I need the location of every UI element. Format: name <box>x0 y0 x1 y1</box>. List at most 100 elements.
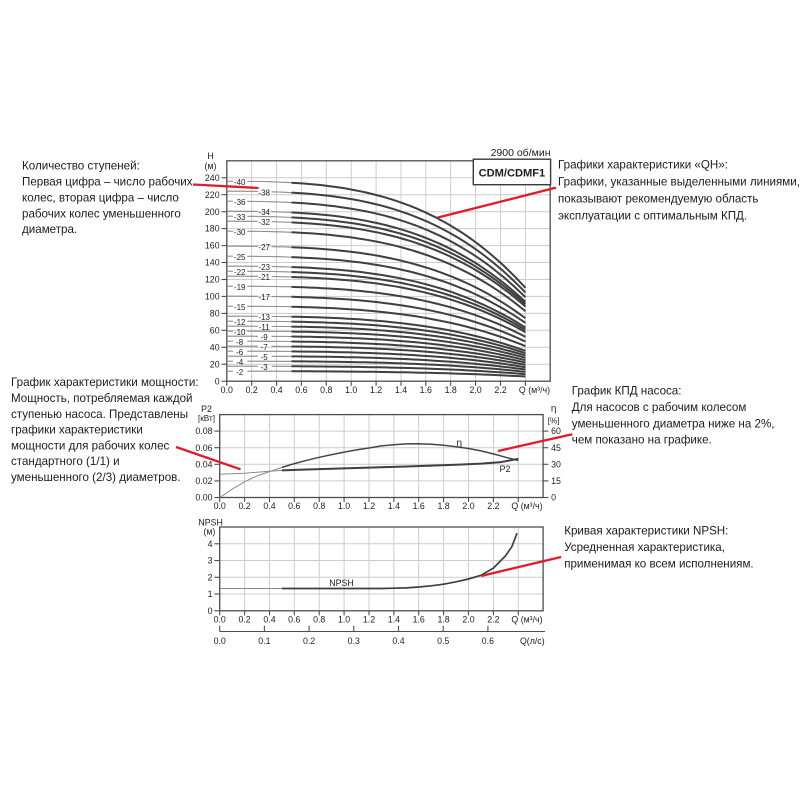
svg-text:0.4: 0.4 <box>270 385 282 395</box>
svg-text:Для насосов с рабочим колесом: Для насосов с рабочим колесом <box>572 401 747 414</box>
svg-text:Q (м³/ч): Q (м³/ч) <box>511 501 542 511</box>
svg-text:H: H <box>207 151 213 161</box>
svg-text:-3: -3 <box>261 363 269 372</box>
svg-text:60: 60 <box>210 325 220 335</box>
svg-text:1.8: 1.8 <box>437 615 449 625</box>
svg-text:1.8: 1.8 <box>445 385 457 395</box>
svg-text:40: 40 <box>210 342 220 352</box>
svg-text:-17: -17 <box>258 293 270 302</box>
svg-text:Мощность, потребляемая каждой: Мощность, потребляемая каждой <box>11 392 193 405</box>
svg-text:-30: -30 <box>234 228 246 237</box>
svg-text:2.0: 2.0 <box>469 385 481 395</box>
svg-text:0.4: 0.4 <box>263 615 275 625</box>
svg-text:эксплуатации с оптимальным КПД: эксплуатации с оптимальным КПД. <box>558 210 747 223</box>
svg-text:η: η <box>457 438 463 449</box>
svg-text:P2: P2 <box>201 404 212 414</box>
svg-text:2.2: 2.2 <box>494 385 506 395</box>
svg-text:1.0: 1.0 <box>338 615 350 625</box>
svg-text:График КПД насоса:: График КПД насоса: <box>572 385 682 398</box>
svg-text:0.0: 0.0 <box>214 501 226 511</box>
svg-text:80: 80 <box>210 309 220 319</box>
svg-text:-27: -27 <box>258 243 270 252</box>
svg-text:1.6: 1.6 <box>420 385 432 395</box>
svg-text:20: 20 <box>210 359 220 369</box>
svg-text:-22: -22 <box>234 268 246 277</box>
svg-text:(м): (м) <box>205 161 217 171</box>
svg-text:140: 140 <box>205 258 220 268</box>
svg-text:0.8: 0.8 <box>313 615 325 625</box>
svg-text:1.2: 1.2 <box>363 615 375 625</box>
svg-text:Первая цифра – число рабочих: Первая цифра – число рабочих <box>22 176 193 189</box>
svg-text:[%]: [%] <box>548 417 560 426</box>
svg-text:η: η <box>551 404 557 415</box>
svg-text:0.00: 0.00 <box>195 493 212 503</box>
svg-text:Количество ступеней:: Количество ступеней: <box>22 160 140 173</box>
svg-text:чем показано на графике.: чем показано на графике. <box>572 434 712 447</box>
svg-text:1.4: 1.4 <box>388 501 400 511</box>
svg-text:графики характеристики: графики характеристики <box>11 424 143 437</box>
svg-text:уменьшенного (2/3) диаметров.: уменьшенного (2/3) диаметров. <box>11 471 181 484</box>
svg-text:1.2: 1.2 <box>363 501 375 511</box>
svg-text:-25: -25 <box>234 253 246 262</box>
svg-text:0.04: 0.04 <box>195 459 212 469</box>
svg-text:-2: -2 <box>236 368 244 377</box>
svg-text:60: 60 <box>551 426 561 436</box>
svg-text:2.2: 2.2 <box>487 501 499 511</box>
svg-text:рабочих колес уменьшенного: рабочих колес уменьшенного <box>22 207 181 220</box>
svg-text:-15: -15 <box>234 303 246 312</box>
svg-text:0.2: 0.2 <box>238 615 250 625</box>
svg-text:1.6: 1.6 <box>413 615 425 625</box>
svg-text:0.0: 0.0 <box>214 636 226 646</box>
svg-text:180: 180 <box>205 224 220 234</box>
svg-text:120: 120 <box>205 275 220 285</box>
svg-text:-5: -5 <box>261 353 269 362</box>
svg-text:200: 200 <box>205 207 220 217</box>
svg-text:0.8: 0.8 <box>313 501 325 511</box>
svg-text:0.4: 0.4 <box>263 501 275 511</box>
svg-text:0.1: 0.1 <box>258 636 270 646</box>
svg-text:0.2: 0.2 <box>246 385 258 395</box>
svg-text:-8: -8 <box>236 338 244 347</box>
svg-text:15: 15 <box>551 476 561 486</box>
svg-text:100: 100 <box>205 292 220 302</box>
svg-text:1.2: 1.2 <box>370 385 382 395</box>
svg-text:уменьшенного диаметра ниже на: уменьшенного диаметра ниже на 2%, <box>572 417 775 430</box>
svg-text:диаметра.: диаметра. <box>22 223 77 236</box>
svg-text:показывают рекомендуемую облас: показывают рекомендуемую область <box>558 193 758 206</box>
svg-text:колес, вторая цифра – число: колес, вторая цифра – число <box>22 191 179 204</box>
svg-text:0.0: 0.0 <box>221 385 233 395</box>
svg-text:Q(л/с): Q(л/с) <box>520 636 545 646</box>
svg-text:-11: -11 <box>259 323 271 332</box>
svg-text:30: 30 <box>551 459 561 469</box>
svg-text:2900 об/мин: 2900 об/мин <box>491 147 551 159</box>
svg-text:-12: -12 <box>234 318 246 327</box>
svg-text:2: 2 <box>208 572 213 582</box>
svg-text:0.08: 0.08 <box>195 426 212 436</box>
svg-text:мощности для рабочих колес: мощности для рабочих колес <box>11 439 170 452</box>
svg-text:P2: P2 <box>499 464 510 474</box>
svg-text:3: 3 <box>208 556 213 566</box>
svg-text:240: 240 <box>205 173 220 183</box>
svg-text:-19: -19 <box>234 283 246 292</box>
svg-text:1.4: 1.4 <box>395 385 407 395</box>
svg-text:0: 0 <box>551 493 556 503</box>
svg-text:0.6: 0.6 <box>288 615 300 625</box>
svg-text:-7: -7 <box>261 343 269 352</box>
svg-text:1.8: 1.8 <box>437 501 449 511</box>
svg-text:-6: -6 <box>236 348 244 357</box>
svg-text:-21: -21 <box>258 273 270 282</box>
svg-text:0.6: 0.6 <box>482 636 494 646</box>
svg-text:-13: -13 <box>258 313 270 322</box>
svg-text:-40: -40 <box>234 178 246 187</box>
svg-text:Q (м³/ч): Q (м³/ч) <box>519 385 550 395</box>
svg-text:0: 0 <box>215 376 220 386</box>
svg-text:1.4: 1.4 <box>388 615 400 625</box>
svg-text:45: 45 <box>551 443 561 453</box>
svg-text:(м): (м) <box>203 527 215 537</box>
svg-text:160: 160 <box>205 241 220 251</box>
svg-text:Кривая характеристики NPSH:: Кривая характеристики NPSH: <box>564 525 728 538</box>
svg-text:1.6: 1.6 <box>413 501 425 511</box>
svg-text:-9: -9 <box>261 333 269 342</box>
svg-text:[кВт]: [кВт] <box>198 414 215 423</box>
svg-text:0.6: 0.6 <box>288 501 300 511</box>
